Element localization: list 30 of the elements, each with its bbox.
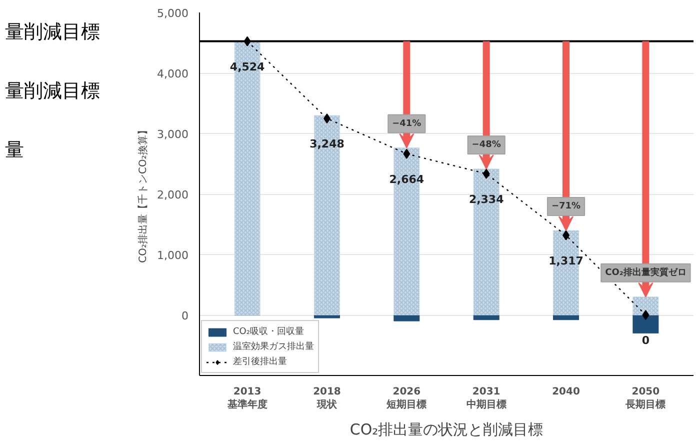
text: 量削減目標 — [5, 20, 100, 45]
y-axis-title: CO₂排出量【千トンCO₂換算】 — [137, 125, 150, 263]
text: 量削減目標 — [5, 79, 100, 104]
data-label: 4,524 — [230, 60, 266, 74]
legend-label: 差引後排出量 — [233, 356, 287, 368]
y-tick-label: 2,000 — [157, 188, 189, 202]
annotation: −48% — [472, 140, 501, 150]
annotation: −71% — [551, 201, 581, 212]
x-tick-label: 2050 長期目標 — [624, 386, 666, 411]
x-tick-label: 2026 短期目標 — [386, 386, 427, 411]
y-tick-label: 0 — [182, 310, 188, 322]
annotation: CO₂排出量実質ゼロ — [605, 266, 686, 278]
x-tick-label: 2013 基準年度 — [226, 386, 268, 411]
annotation: −41% — [392, 118, 422, 129]
data-label: 3,248 — [310, 137, 344, 150]
legend-label: 温室効果ガス排出量 — [233, 340, 314, 353]
data-label: 2,334 — [468, 192, 504, 206]
x-tick-label: 2040 — [552, 386, 580, 398]
y-tick-label: 1,000 — [157, 249, 189, 262]
x-tick-label: 2031 中期目標 — [466, 386, 506, 411]
data-label: 2,664 — [389, 172, 424, 186]
y-tick-label: 5,000 — [157, 7, 189, 20]
x-tick-label: 2018 現状 — [313, 386, 341, 411]
y-tick-label: 4,000 — [157, 68, 189, 80]
text: CO₂排出量の状況と削減目標 — [350, 420, 544, 438]
text: 量 — [5, 138, 25, 164]
legend-label: CO₂吸収・回収量 — [233, 326, 304, 338]
data-label: 0 — [642, 334, 650, 347]
y-tick-label: 3,000 — [157, 128, 189, 141]
data-label: 1,317 — [548, 254, 584, 268]
